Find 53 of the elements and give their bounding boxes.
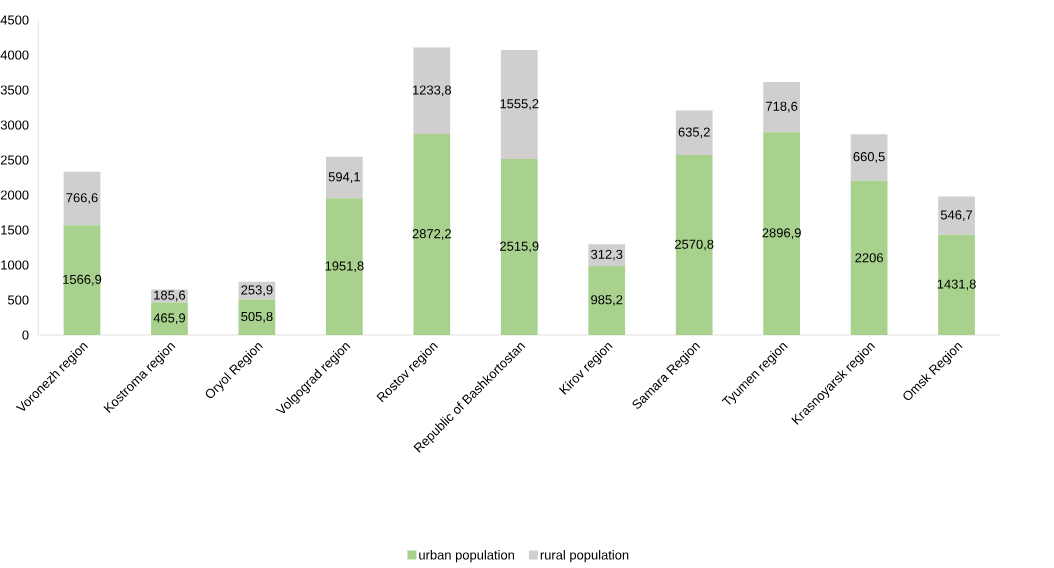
y-tick-label: 0 [22,330,29,340]
y-tick-label: 4000 [0,50,29,60]
data-label: 718,6 [766,101,798,113]
bar [500,50,538,159]
data-label: 1555,2 [500,99,539,110]
data-label: 1566,9 [63,274,102,286]
bar [763,132,801,335]
bar [326,198,363,335]
y-tick-label: 2500 [0,155,29,165]
legend-label: rural population [540,550,629,563]
bar [151,302,188,335]
y-tick-label: 1000 [1,260,29,270]
data-label: 1233,8 [413,85,452,97]
bar [850,180,888,335]
bar [413,133,451,335]
data-label: 2872,2 [412,229,451,240]
bar [413,47,451,134]
data-label: 1431,8 [937,279,976,291]
y-tick-label: 4500 [0,15,29,25]
data-label: 253,9 [241,285,273,297]
data-label: 2896,9 [762,228,801,239]
data-label: 465,9 [153,313,186,325]
data-label: 2570,8 [675,239,714,251]
data-label: 312,3 [591,249,623,261]
data-label: 594,1 [328,172,360,183]
y-tick-label: 1500 [1,225,29,235]
data-label: 766,6 [66,193,98,204]
bar [326,156,363,199]
data-label: 546,7 [940,210,973,221]
bar [763,81,801,133]
data-label: 635,2 [678,127,710,139]
bar [938,234,975,335]
data-label: 2206 [855,253,883,263]
y-tick-label: 2000 [0,190,29,200]
data-label: 1951,8 [325,261,364,273]
bar [63,225,101,335]
bar [588,244,626,267]
y-tick-label: 500 [7,295,29,305]
legend-label: urban population [419,550,515,563]
data-label: 505,8 [241,311,273,323]
bar [850,134,888,181]
data-label: 185,6 [154,290,186,302]
bar [938,196,975,235]
y-tick-label: 3500 [0,85,29,95]
y-tick-label: 3000 [0,120,29,130]
data-label: 660,5 [853,152,885,163]
bar [500,158,538,335]
bar [588,266,626,335]
bar [63,171,101,226]
bar [675,110,713,156]
data-label: 2515,9 [500,241,539,253]
bar [675,155,713,335]
data-label: 985,2 [591,295,623,306]
